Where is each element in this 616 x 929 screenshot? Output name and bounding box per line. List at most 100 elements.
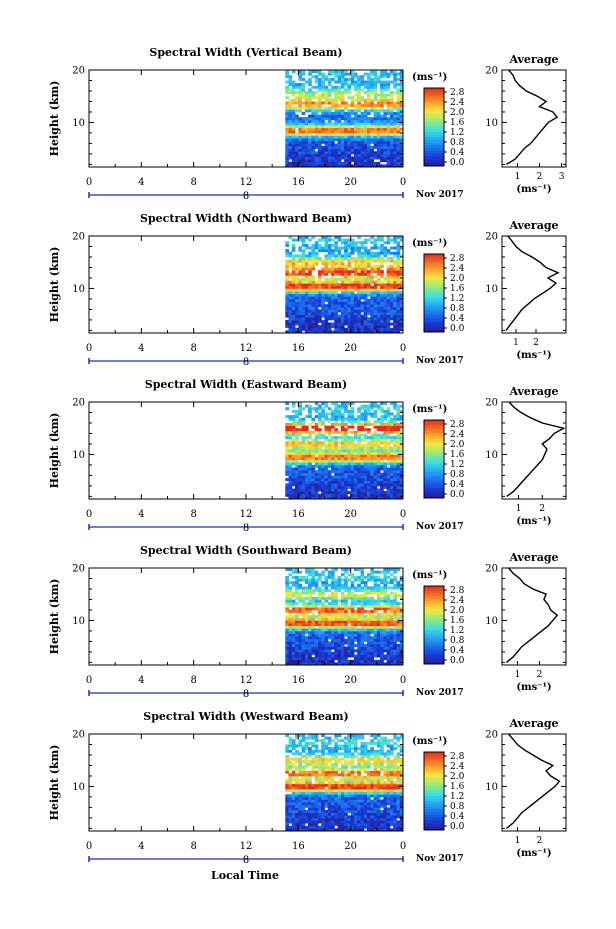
heatmap-cell xyxy=(396,72,401,76)
heatmap-cell xyxy=(314,77,319,81)
heatmap-cell xyxy=(367,470,371,474)
heatmap-cell xyxy=(370,267,374,271)
heatmap-cell xyxy=(376,119,381,123)
heatmap-cell xyxy=(340,436,345,440)
heatmap-cell xyxy=(327,146,332,149)
heatmap-cell xyxy=(318,630,322,634)
heatmap-cell xyxy=(334,423,338,426)
heatmap-cell xyxy=(383,589,388,592)
heatmap-cell xyxy=(393,151,397,155)
heatmap-cell xyxy=(311,425,316,429)
heatmap-cell xyxy=(353,285,358,289)
heatmap-cell xyxy=(334,75,338,79)
heatmap-cell xyxy=(389,119,394,123)
heatmap-cell xyxy=(363,104,368,108)
heatmap-cell xyxy=(373,143,378,147)
heatmap-cell xyxy=(314,470,319,474)
heatmap-cell xyxy=(344,322,348,326)
heatmap-cell xyxy=(380,402,384,405)
heatmap-cell xyxy=(288,493,293,497)
heatmap-cell xyxy=(340,272,345,276)
heatmap-cell xyxy=(376,127,381,131)
heatmap-cell xyxy=(324,77,329,81)
heatmap-cell xyxy=(357,275,361,279)
heatmap-cell xyxy=(295,472,299,476)
heatmap-cell xyxy=(393,649,397,653)
heatmap-cell xyxy=(347,475,352,479)
heatmap-cell xyxy=(373,623,378,627)
heatmap-cell xyxy=(367,657,371,661)
heatmap-cell xyxy=(298,451,302,455)
heatmap-cell xyxy=(318,151,322,155)
heatmap-cell xyxy=(311,109,316,113)
heatmap-cell xyxy=(324,462,329,466)
heatmap-cell xyxy=(376,662,381,666)
heatmap-cell xyxy=(304,607,309,611)
heatmap-cell xyxy=(376,236,381,239)
heatmap-cell xyxy=(285,119,289,123)
heatmap-cell xyxy=(291,636,296,640)
heatmap-cell xyxy=(370,280,374,284)
heatmap-cell xyxy=(373,135,378,139)
heatmap-cell xyxy=(370,138,374,142)
heatmap-cell xyxy=(386,146,391,149)
heatmap-cell xyxy=(311,464,316,468)
heatmap-cell xyxy=(285,106,289,110)
heatmap-cell xyxy=(399,417,404,421)
heatmap-cell xyxy=(386,615,391,619)
heatmap-cell xyxy=(311,93,316,97)
heatmap-cell xyxy=(321,296,325,300)
heatmap-cell xyxy=(386,257,391,260)
heatmap-cell xyxy=(380,586,384,590)
heatmap-cell xyxy=(288,475,293,479)
heatmap-cell xyxy=(360,649,365,653)
heatmap-cell xyxy=(308,654,312,658)
heatmap-cell xyxy=(334,148,338,152)
heatmap-cell xyxy=(288,119,293,123)
heatmap-cell xyxy=(353,312,358,315)
heatmap-cell xyxy=(311,607,316,611)
heatmap-cell xyxy=(383,599,388,603)
heatmap-cell xyxy=(288,319,293,323)
heatmap-cell xyxy=(314,104,319,108)
heatmap-cell xyxy=(360,623,365,627)
heatmap-cell xyxy=(393,272,397,276)
heatmap-cell xyxy=(327,433,332,437)
heatmap-cell xyxy=(347,291,352,295)
heatmap-cell xyxy=(347,293,352,297)
heatmap-cell xyxy=(304,586,309,590)
heatmap-cell xyxy=(396,451,401,455)
heatmap-cell xyxy=(331,594,335,598)
heatmap-cell xyxy=(376,420,381,424)
heatmap-cell xyxy=(353,267,358,271)
heatmap-cell xyxy=(389,96,394,100)
heatmap-cell xyxy=(334,417,338,421)
heatmap-cell xyxy=(399,615,404,619)
heatmap-cell xyxy=(340,322,345,326)
heatmap-cell xyxy=(350,291,355,295)
heatmap-cell xyxy=(318,657,322,661)
heatmap-cell xyxy=(373,296,378,300)
heatmap-cell xyxy=(347,417,352,421)
heatmap-cell xyxy=(353,122,358,126)
heatmap-cell xyxy=(344,291,348,295)
heatmap-cell xyxy=(337,423,342,426)
heatmap-cell xyxy=(298,483,302,487)
heatmap-cell xyxy=(396,462,401,466)
colorbar-label: 0.4 xyxy=(450,148,465,158)
heatmap-cell xyxy=(321,628,325,632)
heatmap-cell xyxy=(360,428,365,432)
heatmap-cell xyxy=(370,285,374,289)
heatmap-cell xyxy=(311,153,316,157)
colorbar-swatch xyxy=(424,443,444,447)
heatmap-cell xyxy=(370,483,374,487)
heatmap-cell xyxy=(393,568,397,571)
heatmap-cell xyxy=(291,641,296,645)
heatmap-cell xyxy=(353,153,358,157)
heatmap-cell xyxy=(324,114,329,118)
heatmap-cell xyxy=(334,70,338,73)
heatmap-cell xyxy=(386,628,391,632)
heatmap-cell xyxy=(347,573,352,577)
heatmap-cell xyxy=(344,272,348,276)
heatmap-cell xyxy=(389,70,394,73)
